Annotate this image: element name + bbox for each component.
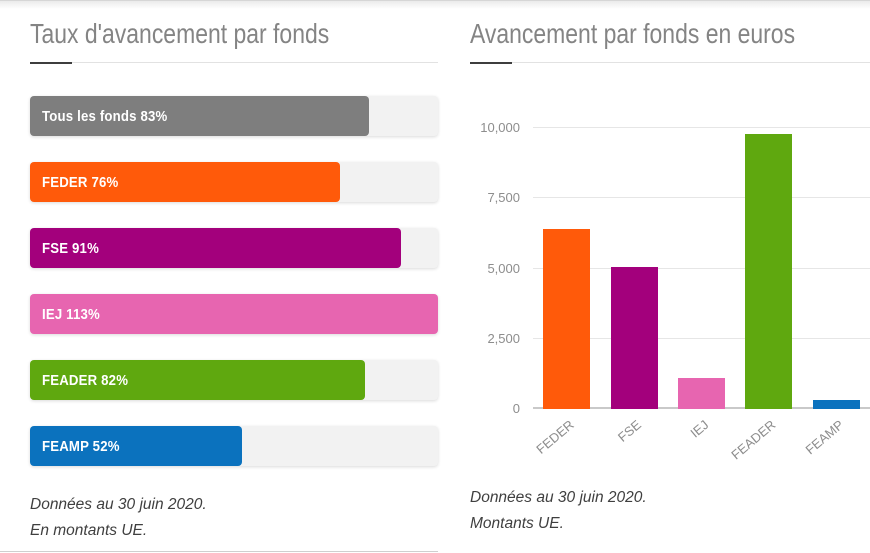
progress-fill-feader: FEADER 82% <box>30 360 365 400</box>
y-tick-label-0: 0 <box>512 401 520 416</box>
x-cell-feamp: FEAMP <box>802 409 870 469</box>
panel-avancement-euros: Avancement par fonds en euros 0 2,500 5,00… <box>470 9 870 552</box>
x-label-fse: FSE <box>614 417 644 445</box>
dashboard: Taux d'avancement par fonds Tous les fon… <box>0 9 870 552</box>
bar-feamp[interactable] <box>812 400 860 409</box>
x-cell-feder: FEDER <box>533 409 600 469</box>
y-tick-label-5000: 5,000 <box>487 260 520 276</box>
y-tick-label-2500: 2,500 <box>487 330 520 346</box>
progress-bars: Tous les fonds 83% FEDER 76% FSE 91% IEJ 11… <box>30 96 438 466</box>
bar-feder[interactable] <box>543 229 591 409</box>
progress-fill-feamp: FEAMP 52% <box>30 426 243 466</box>
right-footnote: Données au 30 juin 2020. Montants UE. <box>470 485 870 537</box>
bar-iej[interactable] <box>678 378 726 409</box>
bar-chart: 0 2,500 5,000 7,500 10,000 FEDER FSE IEJ FEADER… <box>470 121 870 469</box>
x-label-iej: IEJ <box>687 417 712 441</box>
gridline-10000 <box>533 127 870 128</box>
progress-track-iej: IEJ 113% <box>30 294 438 334</box>
right-title-underline <box>470 62 870 64</box>
right-footnote-line1: Données au 30 juin 2020. <box>470 489 647 506</box>
progress-track-tous-les-fonds: Tous les fonds 83% <box>30 96 438 136</box>
x-label-feder: FEDER <box>532 417 577 457</box>
progress-label-tous-les-fonds: Tous les fonds 83% <box>42 107 168 125</box>
progress-label-fse: FSE 91% <box>42 239 99 257</box>
x-label-feader: FEADER <box>728 417 779 463</box>
left-footnote: Données au 30 juin 2020. En montants UE. <box>30 492 438 544</box>
progress-label-feader: FEADER 82% <box>42 371 129 389</box>
progress-fill-feder: FEDER 76% <box>30 162 341 202</box>
x-cell-iej: IEJ <box>668 409 735 469</box>
right-footnote-line2: Montants UE. <box>470 515 564 532</box>
top-shadow-divider <box>0 0 870 9</box>
left-footnote-line1: Données au 30 juin 2020. <box>30 496 207 513</box>
right-panel-title-text: Avancement par fonds en euros <box>470 18 796 49</box>
left-panel-title: Taux d'avancement par fonds <box>30 17 438 51</box>
progress-track-feder: FEDER 76% <box>30 162 438 202</box>
progress-label-iej: IEJ 113% <box>42 305 100 323</box>
gridline-7500 <box>533 197 870 199</box>
progress-label-feamp: FEAMP 52% <box>42 437 120 455</box>
bar-cell-feder <box>533 128 600 409</box>
left-underline-accent <box>30 62 72 64</box>
bar-fse[interactable] <box>610 267 658 409</box>
left-footnote-line2: En montants UE. <box>30 522 148 539</box>
bar-cell-fse <box>600 128 667 409</box>
plot-wrapper: 0 2,500 5,000 7,500 10,000 <box>470 121 870 416</box>
y-axis: 0 2,500 5,000 7,500 10,000 <box>470 121 520 416</box>
x-axis: FEDER FSE IEJ FEADER FEAMP <box>533 409 870 469</box>
y-tick-label-7500: 7,500 <box>487 190 520 206</box>
panel-taux-avancement: Taux d'avancement par fonds Tous les fon… <box>0 9 438 552</box>
x-cell-feader: FEADER <box>729 409 802 469</box>
y-tick-label-10000: 10,000 <box>480 120 520 135</box>
gridline-2500 <box>533 337 870 339</box>
gridline-5000 <box>533 267 870 269</box>
progress-track-feader: FEADER 82% <box>30 360 438 400</box>
progress-track-fse: FSE 91% <box>30 228 438 268</box>
bars-container <box>533 128 870 409</box>
x-label-feamp: FEAMP <box>802 417 846 458</box>
progress-track-feamp: FEAMP 52% <box>30 426 438 466</box>
bar-cell-feader <box>735 128 802 409</box>
x-cell-fse: FSE <box>600 409 667 469</box>
right-underline-accent <box>470 62 512 64</box>
progress-fill-tous-les-fonds: Tous les fonds 83% <box>30 96 369 136</box>
right-panel-title: Avancement par fonds en euros <box>470 17 870 51</box>
left-panel-title-text: Taux d'avancement par fonds <box>30 18 330 49</box>
bar-cell-feamp <box>803 128 870 409</box>
progress-fill-iej: IEJ 113% <box>30 294 438 334</box>
left-title-underline <box>30 62 438 64</box>
progress-fill-fse: FSE 91% <box>30 228 402 268</box>
plot-area <box>533 127 870 409</box>
bar-cell-iej <box>668 128 735 409</box>
progress-label-feder: FEDER 76% <box>42 173 119 191</box>
bar-feader[interactable] <box>745 133 793 409</box>
